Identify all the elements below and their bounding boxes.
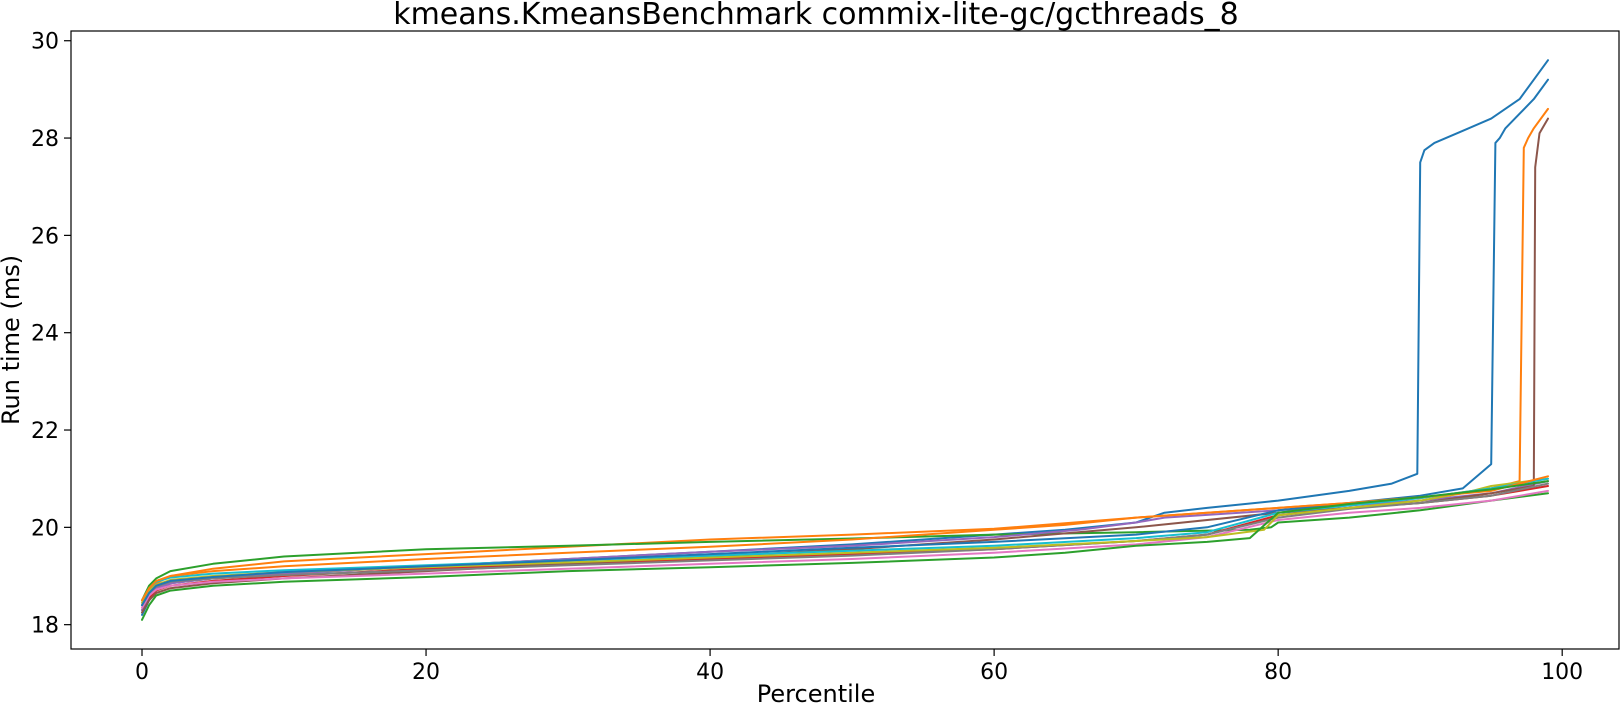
series-line-11 (141, 78, 1549, 607)
plot-series (141, 59, 1549, 621)
series-line-13 (141, 480, 1549, 621)
x-tick-label: 0 (135, 660, 149, 685)
y-tick-label: 24 (31, 322, 59, 347)
chart-title: kmeans.KmeansBenchmark commix-lite-gc/gc… (393, 0, 1239, 32)
series-line-1 (141, 59, 1549, 616)
y-tick-label: 22 (31, 419, 59, 444)
plot-frame (70, 30, 1620, 650)
x-axis-label: Percentile (757, 680, 875, 708)
series-line-5 (141, 480, 1549, 612)
x-tick-label: 80 (1264, 660, 1292, 685)
series-line-2 (141, 107, 1549, 607)
y-tick-label: 18 (31, 614, 59, 639)
x-tick-label: 20 (412, 660, 440, 685)
series-line-10 (141, 477, 1549, 602)
x-axis: 0 20 40 60 80 100 (135, 649, 1583, 685)
x-tick-label: 100 (1541, 660, 1583, 685)
y-tick-label: 30 (31, 30, 59, 55)
y-tick-label: 26 (31, 224, 59, 249)
y-tick-label: 20 (31, 516, 59, 541)
x-tick-label: 60 (980, 660, 1008, 685)
series-line-7 (141, 489, 1549, 609)
x-tick-label: 40 (696, 660, 724, 685)
y-axis: 18 20 22 24 26 28 30 (31, 30, 71, 639)
y-axis-label: Run time (ms) (0, 255, 25, 425)
y-tick-label: 28 (31, 127, 59, 152)
